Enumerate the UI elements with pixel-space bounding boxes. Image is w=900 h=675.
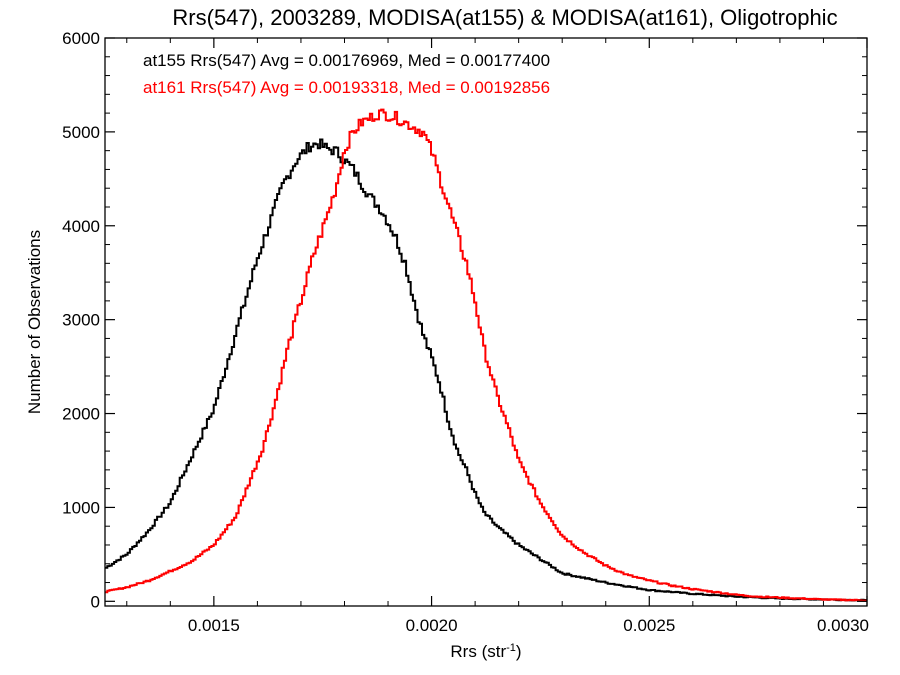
x-tick-label: 0.0020 — [406, 616, 458, 635]
series-layer — [105, 108, 867, 602]
x-tick-label: 0.0030 — [817, 616, 869, 635]
x-axis-title: Rrs (str-1) — [450, 642, 521, 661]
y-tick-label: 3000 — [62, 311, 100, 330]
series-at155-histogram — [105, 138, 867, 602]
y-tick-label: 6000 — [62, 29, 100, 48]
y-tick-label: 1000 — [62, 498, 100, 517]
x-tick-label: 0.0025 — [623, 616, 675, 635]
y-tick-label: 5000 — [62, 123, 100, 142]
y-axis-ticks: 0 1000 2000 3000 4000 5000 6000 — [62, 29, 867, 611]
x-axis-ticks: 0.0015 0.0020 0.0025 0.0030 — [126, 38, 869, 635]
y-tick-label: 2000 — [62, 405, 100, 424]
series-at161-histogram — [105, 108, 867, 602]
y-tick-label: 0 — [91, 592, 100, 611]
plot-frame — [104, 37, 868, 607]
y-axis-title: Number of Observations — [25, 230, 44, 414]
annotation-at161: at161 Rrs(547) Avg = 0.00193318, Med = 0… — [143, 78, 550, 97]
chart-title: Rrs(547), 2003289, MODISA(at155) & MODIS… — [172, 5, 837, 30]
x-tick-label: 0.0015 — [188, 616, 240, 635]
y-tick-label: 4000 — [62, 217, 100, 236]
annotation-at155: at155 Rrs(547) Avg = 0.00176969, Med = 0… — [143, 51, 550, 70]
